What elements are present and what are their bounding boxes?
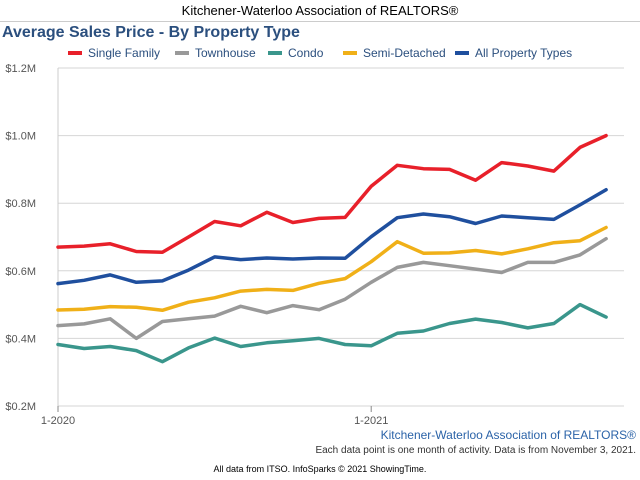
series-line-townhouse (56, 236, 608, 341)
x-tick-label: 1-2021 (354, 415, 388, 427)
legend-label-single-family: Single Family (88, 46, 160, 60)
x-axis: 1-2020 1-2021 (41, 406, 388, 427)
association-header: Kitchener-Waterloo Association of REALTO… (0, 0, 640, 22)
grid (57, 67, 624, 407)
y-tick-label: $1.2M (5, 63, 36, 75)
watermark: Kitchener-Waterloo Association of REALTO… (380, 428, 636, 442)
series-line-single-family (56, 133, 608, 254)
y-axis: $0.2M $0.4M $0.6M $0.8M $1.0M $1.2M (5, 63, 36, 413)
plot-area (56, 133, 608, 364)
legend-label-townhouse: Townhouse (195, 46, 256, 60)
y-tick-label: $0.6M (5, 266, 36, 278)
x-tick-label: 1-2020 (41, 415, 75, 427)
chart-title: Average Sales Price - By Property Type (2, 24, 300, 41)
footer-credit: All data from ITSO. InfoSparks © 2021 Sh… (213, 464, 427, 474)
data-note: Each data point is one month of activity… (315, 445, 636, 456)
y-tick-label: $0.2M (5, 401, 36, 413)
legend-label-all-property-types: All Property Types (475, 46, 572, 60)
legend: Single Family Townhouse Condo Semi-Detached… (68, 46, 572, 60)
series-line-semi-detached (56, 225, 608, 313)
series-line-condo (56, 302, 608, 364)
legend-label-semi-detached: Semi-Detached (363, 46, 446, 60)
series-line-all-property-types (56, 187, 608, 286)
y-tick-label: $0.4M (5, 333, 36, 345)
legend-label-condo: Condo (288, 46, 324, 60)
y-tick-label: $1.0M (5, 131, 36, 143)
y-tick-label: $0.8M (5, 198, 36, 210)
